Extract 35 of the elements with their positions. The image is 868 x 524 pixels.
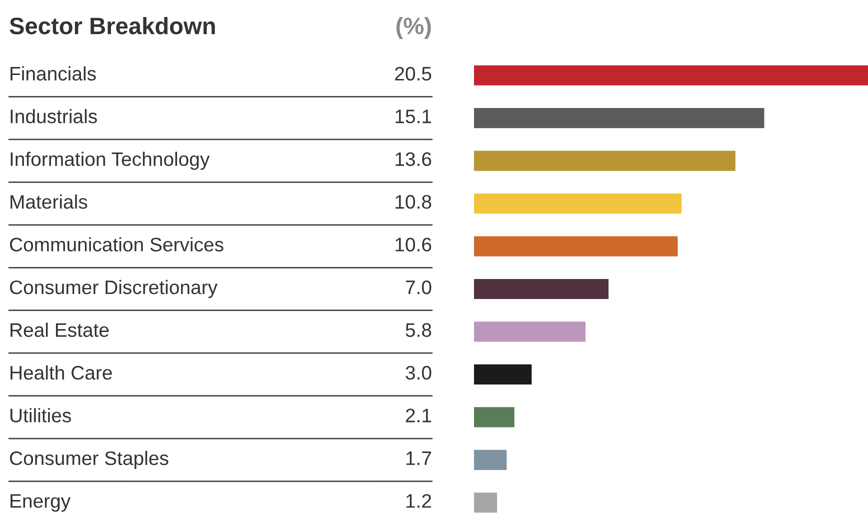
data-label: 1.7	[406, 452, 432, 465]
data-label: 10.6	[396, 238, 432, 252]
y-tick-label: Utilities	[10, 408, 71, 422]
bar	[474, 236, 678, 256]
y-tick-label: Consumer Discretionary	[10, 280, 218, 298]
x-axis-title: (%)	[396, 16, 431, 40]
bar	[474, 278, 609, 300]
bar	[474, 407, 514, 428]
bar	[474, 364, 532, 384]
bar	[474, 194, 682, 214]
data-label: 10.8	[396, 194, 432, 209]
data-label: 7.0	[406, 280, 432, 294]
y-tick-label: Health Care	[10, 365, 112, 380]
bar	[474, 450, 507, 470]
bar	[474, 65, 868, 86]
data-label: 3.0	[406, 366, 432, 380]
data-label: 1.2	[406, 494, 432, 508]
y-tick-label: Real Estate	[10, 322, 109, 337]
data-label: 15.1	[396, 110, 432, 124]
bar	[474, 492, 498, 513]
bar	[474, 150, 736, 171]
y-tick-label: Energy	[10, 494, 71, 512]
text: Sector Breakdown	[10, 16, 215, 34]
data-label: 2.1	[406, 408, 432, 422]
y-tick-label: Industrials	[10, 109, 97, 124]
y-tick-label: Information Technology	[10, 152, 210, 170]
y-tick-label: Materials	[10, 194, 88, 209]
y-tick-label: Consumer Staples	[10, 450, 168, 469]
y-tick-label: Communication Services	[10, 237, 224, 252]
data-label: 20.5	[395, 66, 432, 81]
y-tick-label: Financials	[10, 66, 96, 81]
data-label: 13.6	[396, 152, 432, 166]
data-label: 5.8	[406, 323, 432, 337]
bar	[474, 108, 764, 128]
bar	[474, 322, 586, 342]
